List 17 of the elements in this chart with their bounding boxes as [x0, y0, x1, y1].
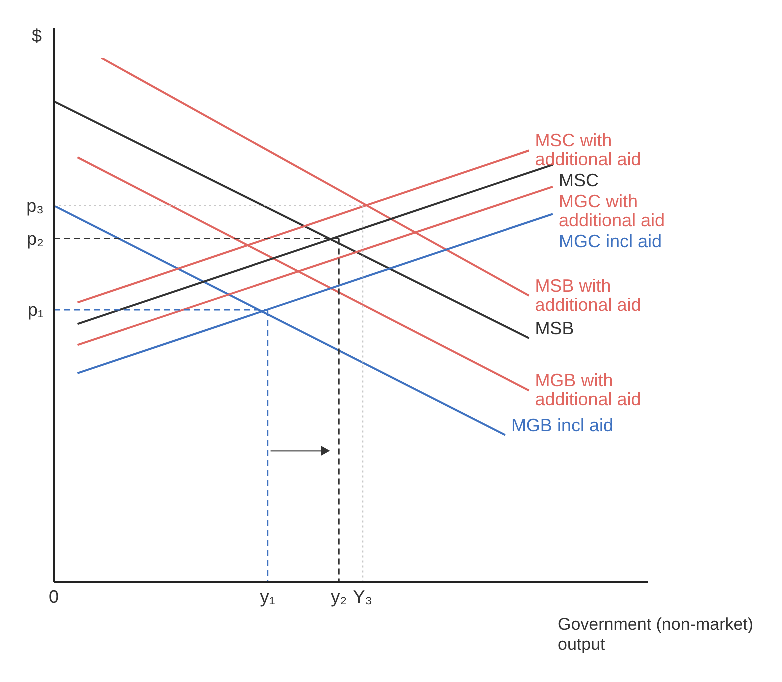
series-label: MGB incl aid: [511, 415, 614, 436]
text: p₁: [28, 300, 44, 320]
series-label: MSC: [558, 170, 599, 191]
x-tick-label: 0: [48, 586, 60, 607]
x-tick-label: Y₃: [353, 586, 373, 607]
x-axis-title: Government (non-market) output: [558, 615, 754, 654]
y-axis-title: $: [32, 26, 42, 46]
series-label: MGC incl aid: [558, 232, 662, 252]
series-label: MSB with additional aid: [535, 276, 642, 315]
series-label: MSB: [535, 318, 574, 338]
x-tick-label: y₁: [260, 586, 276, 607]
x-tick-label: y₂: [331, 586, 348, 607]
text: p₂: [27, 228, 44, 249]
series-label: MGB with additional aid: [535, 370, 642, 410]
text: p₃: [26, 196, 44, 216]
series-label: MGC with additional aid: [558, 192, 666, 231]
series-label: MSC with additional aid: [535, 130, 642, 170]
